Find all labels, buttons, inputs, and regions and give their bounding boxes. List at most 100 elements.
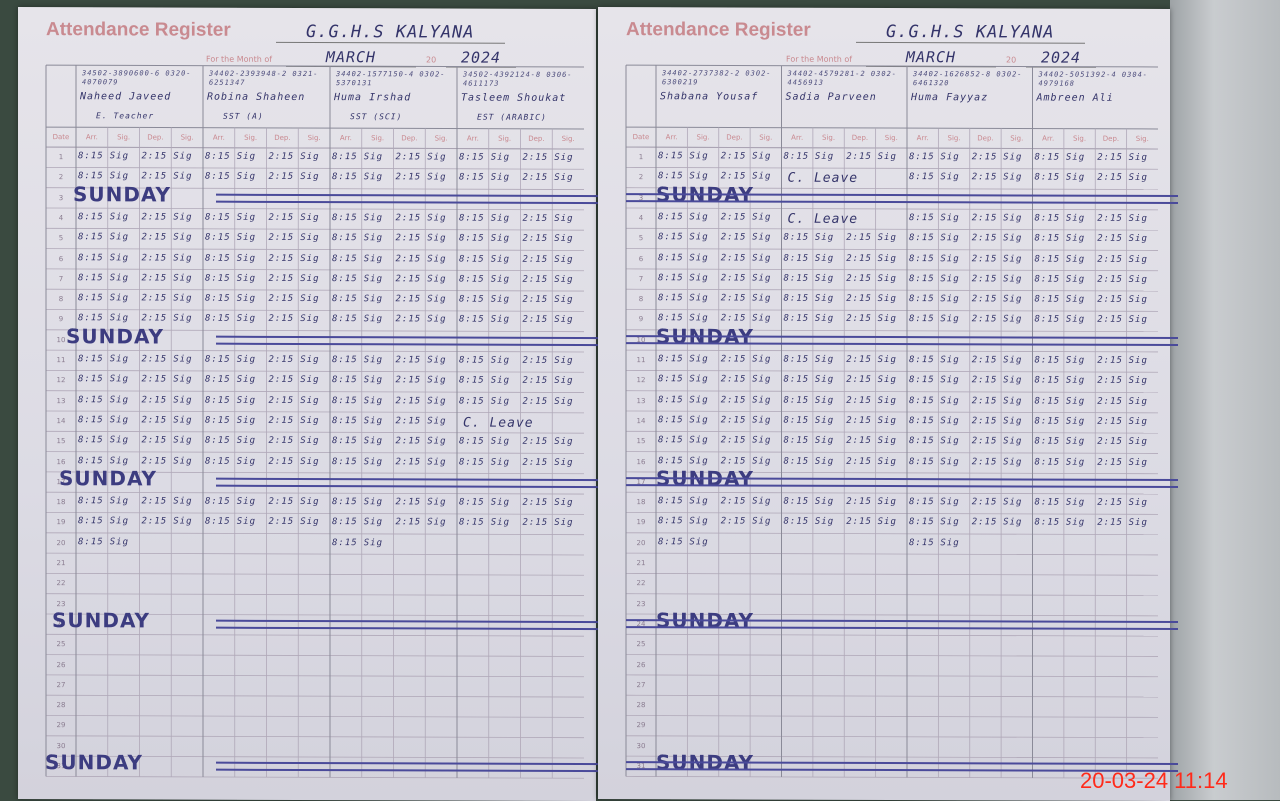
departure-time: 2:15 <box>1097 213 1123 224</box>
departure-time: 2:15 <box>522 152 549 163</box>
departure-time: 2:15 <box>268 273 295 284</box>
departure-time: 2:15 <box>268 436 295 447</box>
departure-signature: Sig <box>427 436 447 447</box>
arrival-signature: Sig <box>490 213 511 224</box>
departure-time: 2:15 <box>268 375 295 386</box>
departure-time: 2:15 <box>971 355 998 366</box>
arrival-time: 8:15 <box>78 435 104 446</box>
arrival-signature: Sig <box>236 151 257 162</box>
arrival-time: 8:15 <box>658 415 684 426</box>
arrival-signature: Sig <box>940 436 960 447</box>
grid-line <box>626 512 1158 515</box>
grid-line <box>626 674 1158 678</box>
departure-time: 2:15 <box>395 213 422 224</box>
departure-time: 2:15 <box>720 252 747 264</box>
arrival-signature: Sig <box>689 435 709 446</box>
date-number: 28 <box>56 701 66 710</box>
departure-time: 2:15 <box>1097 233 1123 245</box>
column-header: Sig. <box>1010 134 1024 143</box>
arrival-time: 8:15 <box>909 172 935 183</box>
departure-time: 2:15 <box>1097 457 1123 468</box>
arrival-signature: Sig <box>236 212 257 223</box>
departure-time: 2:15 <box>1097 152 1123 163</box>
grid-line <box>46 735 584 739</box>
grid-line <box>46 775 584 779</box>
arrival-signature: Sig <box>940 213 960 224</box>
departure-time: 2:15 <box>720 171 747 182</box>
arrival-time: 8:15 <box>909 415 935 427</box>
grid-line <box>46 491 584 495</box>
departure-signature: Sig <box>1128 274 1148 285</box>
departure-signature: Sig <box>1128 213 1148 224</box>
departure-signature: Sig <box>300 395 320 406</box>
arrival-time: 8:15 <box>205 415 231 426</box>
arrival-signature: Sig <box>109 496 130 507</box>
arrival-signature: Sig <box>689 374 709 385</box>
date-number: 19 <box>56 518 66 527</box>
departure-signature: Sig <box>1003 497 1023 508</box>
departure-signature: Sig <box>554 437 574 448</box>
grid-line <box>626 207 1158 211</box>
grid-line <box>46 572 584 576</box>
departure-signature: Sig <box>427 213 447 224</box>
arrival-time: 8:15 <box>1034 294 1061 305</box>
arrival-signature: Sig <box>689 252 709 263</box>
arrival-signature: Sig <box>814 517 835 528</box>
departure-signature: Sig <box>554 315 574 326</box>
date-number: 11 <box>636 356 646 365</box>
departure-time: 2:15 <box>141 252 168 264</box>
departure-signature: Sig <box>300 172 320 183</box>
departure-time: 2:15 <box>720 151 747 162</box>
arrival-time: 8:15 <box>332 273 358 284</box>
departure-signature: Sig <box>1003 152 1023 163</box>
arrival-signature: Sig <box>940 375 960 386</box>
date-number: 9 <box>638 315 644 324</box>
grid-line <box>626 613 1158 617</box>
arrival-signature: Sig <box>1065 274 1086 285</box>
arrival-time: 8:15 <box>459 254 485 265</box>
arrival-signature: Sig <box>236 415 257 426</box>
departure-signature: Sig <box>427 517 447 528</box>
teacher-name: Huma Irshad <box>334 92 412 104</box>
arrival-time: 8:15 <box>783 151 810 162</box>
arrival-signature: Sig <box>109 435 130 446</box>
departure-time: 2:15 <box>395 233 422 244</box>
arrival-signature: Sig <box>689 313 709 324</box>
date-number: 1 <box>58 153 64 162</box>
arrival-time: 8:15 <box>205 151 231 162</box>
departure-time: 2:15 <box>522 355 549 366</box>
departure-time: 2:15 <box>720 374 747 385</box>
grid-line <box>626 187 1158 190</box>
arrival-signature: Sig <box>236 314 257 325</box>
departure-signature: Sig <box>554 376 574 387</box>
arrival-time: 8:15 <box>658 252 684 263</box>
date-number: 28 <box>636 701 646 710</box>
arrival-time: 8:15 <box>658 273 684 284</box>
sunday-label: SUNDAY <box>73 181 172 207</box>
column-header: Sig. <box>947 134 961 143</box>
departure-time: 2:15 <box>522 173 549 184</box>
departure-signature: Sig <box>752 395 772 406</box>
column-header: Date <box>52 133 70 142</box>
departure-signature: Sig <box>300 456 320 467</box>
background-papers <box>1170 0 1280 800</box>
grid-line <box>46 410 584 414</box>
grid-line <box>46 633 584 637</box>
departure-time: 2:15 <box>141 212 168 223</box>
grid-line <box>626 633 1158 637</box>
departure-signature: Sig <box>877 517 897 528</box>
grid-line <box>46 349 584 353</box>
departure-time: 2:15 <box>395 456 422 467</box>
departure-signature: Sig <box>1003 233 1023 244</box>
date-number: 16 <box>636 457 646 466</box>
arrival-signature: Sig <box>490 518 511 529</box>
grid-line <box>626 593 1158 596</box>
grid-line <box>626 248 1158 251</box>
date-number: 21 <box>636 559 646 568</box>
grid-line <box>626 430 1158 434</box>
arrival-time: 8:15 <box>459 213 485 224</box>
arrival-signature: Sig <box>940 355 960 366</box>
column-header: Dep. <box>726 133 743 142</box>
departure-signature: Sig <box>173 415 193 426</box>
date-number: 20 <box>636 538 646 547</box>
